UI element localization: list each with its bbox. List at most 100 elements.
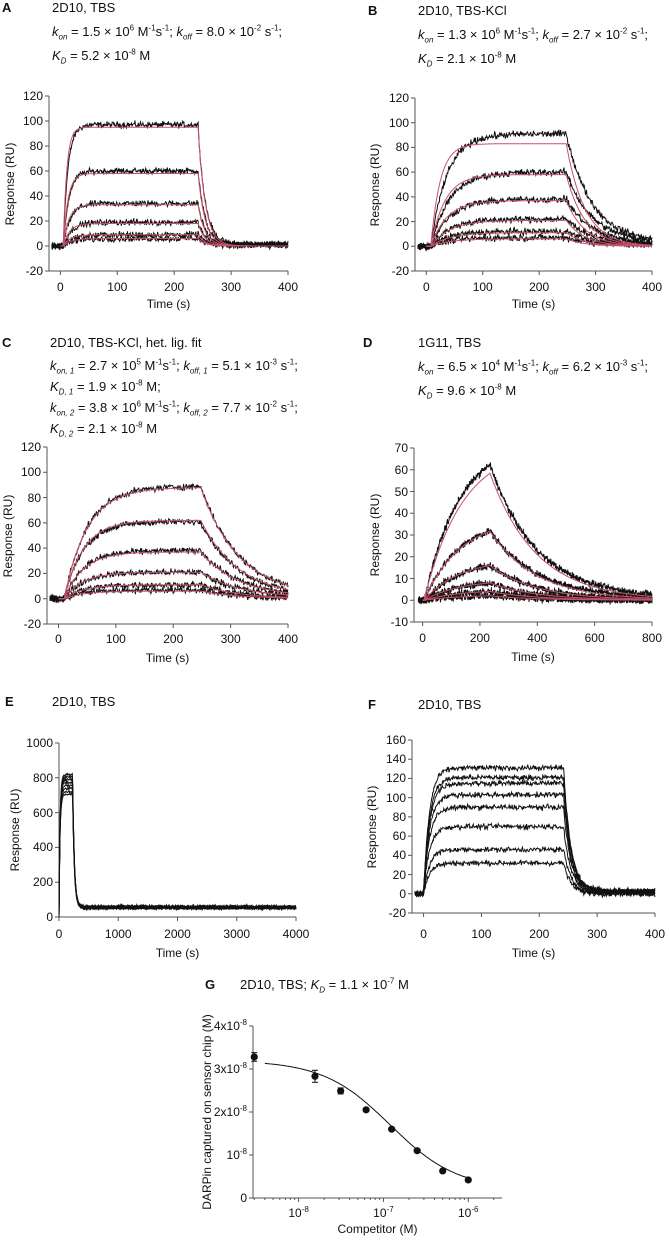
panel-letter: C [2, 335, 12, 350]
data-trace [58, 784, 297, 918]
x-tick-label: 200 [164, 280, 185, 294]
y-tick-label: 60 [392, 829, 406, 844]
y-tick-label: 20 [392, 867, 406, 882]
y-tick-label: 120 [22, 89, 43, 103]
x-tick-label: 200 [529, 280, 550, 294]
y-tick-label: 600 [32, 805, 53, 820]
kinetics-line: KD = 9.6 × 10-8 M [418, 382, 517, 401]
x-tick-label: 100 [472, 280, 493, 294]
panel-title: 2D10, TBS [418, 697, 482, 712]
kinetics-line: kon, 2 = 3.8 × 106 M-1s-1; koff, 2 = 7.7… [50, 399, 298, 418]
x-tick-label: 10-8 [288, 1205, 309, 1221]
fit-curve [422, 565, 652, 601]
fit-curve [422, 530, 652, 601]
y-tick-label: 0 [46, 910, 53, 924]
y-tick-label: 60 [395, 165, 409, 180]
fit-curve [426, 200, 652, 247]
x-axis-label: Time (s) [145, 651, 190, 665]
y-tick-label: 30 [394, 528, 408, 542]
x-tick-label: 0 [55, 927, 63, 941]
y-tick-label: -10 [390, 615, 408, 629]
y-tick-label: 100 [20, 465, 41, 480]
data-trace [417, 166, 653, 251]
kinetics-line: kon = 1.3 × 106 M-1s-1; koff = 2.7 × 10-… [418, 26, 649, 45]
fit-curve [58, 571, 289, 600]
data-trace [417, 194, 653, 252]
kinetics-line: kon = 6.5 × 104 M-1s-1; koff = 6.2 × 10-… [418, 358, 649, 377]
y-tick-label: 40 [394, 506, 408, 521]
y-axis-label: Response (RU) [365, 785, 379, 868]
x-tick-label: 10-6 [457, 1205, 479, 1221]
data-trace [414, 778, 656, 897]
fit-curve [58, 551, 289, 600]
fit-curve [422, 595, 652, 601]
x-tick-label: 400 [641, 280, 663, 294]
data-trace [58, 786, 297, 917]
x-tick-label: 400 [277, 632, 299, 646]
y-tick-label: 800 [32, 770, 53, 785]
y-tick-label: 400 [32, 840, 53, 855]
kinetics-line: KD = 2.1 × 10-8 M [418, 50, 517, 69]
fit-curve [58, 590, 288, 600]
x-tick-label: 100 [107, 280, 128, 294]
fit-curve [58, 487, 289, 600]
data-trace [414, 773, 656, 898]
panel-letter: D [363, 335, 373, 350]
panel-letter: F [368, 697, 376, 712]
data-trace [51, 119, 289, 251]
data-point [413, 1147, 421, 1155]
x-tick-label: 400 [527, 631, 548, 645]
x-tick-label: 100 [105, 632, 126, 646]
y-tick-label: 80 [392, 809, 406, 824]
data-point [311, 1072, 319, 1080]
data-trace [58, 789, 297, 916]
y-tick-label: 0 [240, 1191, 247, 1205]
panel-letter: A [2, 0, 12, 15]
x-tick-label: 0 [422, 280, 430, 294]
kinetics-line: KD, 2 = 2.1 × 10-8 M [50, 420, 158, 439]
data-trace [414, 859, 656, 899]
y-tick-label: 80 [395, 140, 409, 155]
y-tick-label: 3x10-8 [213, 1061, 247, 1077]
panel-title: 2D10, TBS-KCl, het. lig. fit [50, 335, 202, 350]
data-trace [58, 780, 297, 918]
kinetics-line: kon = 1.5 × 106 M-1s-1; koff = 8.0 × 10-… [52, 23, 283, 42]
data-trace [58, 772, 297, 918]
y-tick-label: 70 [394, 441, 408, 455]
fit-curve [426, 143, 652, 247]
data-trace [49, 517, 289, 603]
y-tick-label: 10-8 [226, 1147, 247, 1163]
data-point [337, 1087, 345, 1095]
kinetics-line: KD, 1 = 1.9 × 10-8 M; [50, 378, 161, 397]
kinetics-line: KD = 5.2 × 10-8 M [52, 47, 151, 66]
y-tick-label: 80 [27, 490, 41, 505]
y-tick-label: 50 [394, 484, 408, 499]
x-tick-label: 10-7 [373, 1205, 394, 1221]
x-tick-label: 400 [644, 927, 666, 941]
fit-curve [422, 472, 652, 601]
y-tick-label: 200 [32, 875, 53, 890]
x-tick-label: 1000 [104, 927, 132, 941]
x-tick-label: 0 [419, 631, 426, 645]
y-tick-label: 120 [388, 91, 409, 105]
y-tick-label: 0 [36, 239, 43, 253]
data-trace [58, 776, 297, 917]
x-axis-label: Time (s) [511, 946, 556, 960]
y-tick-label: 80 [29, 139, 43, 153]
x-tick-label: 2000 [164, 927, 191, 941]
fit-curve [58, 584, 288, 600]
fit-curve [60, 126, 288, 247]
y-axis-label: Response (RU) [8, 788, 22, 872]
fit-curve [422, 582, 652, 601]
y-tick-label: 20 [29, 214, 43, 228]
y-tick-label: 0 [34, 591, 41, 606]
y-axis-label: Response (RU) [3, 142, 17, 225]
panel-title: 2D10, TBS-KCl [418, 3, 507, 18]
data-trace [414, 802, 656, 898]
panel-letter: G [205, 977, 216, 992]
y-tick-label: 60 [29, 164, 43, 178]
fit-curve [426, 174, 652, 247]
panel-letter: E [5, 694, 14, 709]
y-tick-label: 60 [27, 515, 41, 530]
